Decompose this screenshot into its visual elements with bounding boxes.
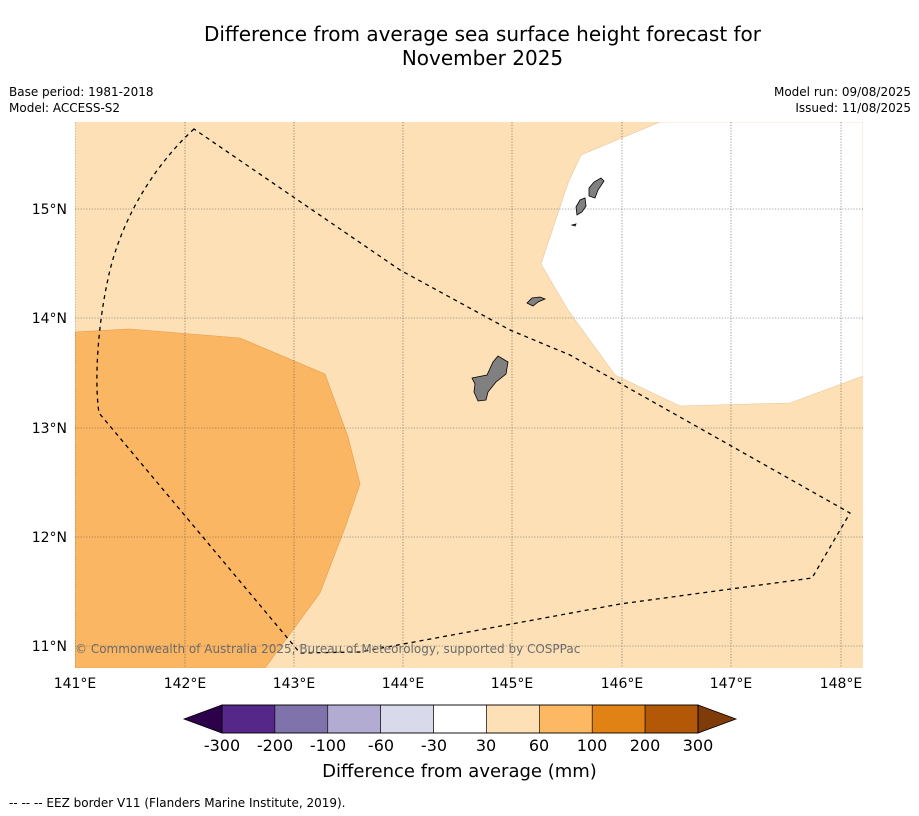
colorbar-segment: [539, 704, 593, 734]
colorbar-segment: [433, 704, 487, 734]
model-text: Model: ACCESS-S2: [9, 101, 121, 115]
lon-tick-147: 147°E: [710, 676, 753, 692]
island-aguijan: [570, 223, 577, 227]
colorbar-outline: [221, 704, 699, 734]
lat-tick-13: 13°N: [32, 421, 67, 437]
colorbar-label: -200: [256, 736, 294, 755]
colorbar-over-arrow: [697, 704, 738, 734]
colorbar-label: 60: [528, 736, 550, 755]
map-panel: © Commonwealth of Australia 2025, Bureau…: [75, 122, 863, 668]
lon-tick-144: 144°E: [382, 676, 425, 692]
model-run-text: Model run: 09/08/2025: [773, 85, 911, 99]
lon-tick-143: 143°E: [273, 676, 316, 692]
eez-legend-note: -- -- -- EEZ border V11 (Flanders Marine…: [9, 796, 346, 810]
island-rota: [526, 296, 547, 307]
colorbar-label: -60: [367, 736, 395, 755]
land-masses: [471, 177, 605, 402]
colorbar-segment: [380, 704, 434, 734]
lat-tick-14: 14°N: [32, 311, 67, 327]
lon-tick-145: 145°E: [491, 676, 534, 692]
colorbar-segment: [591, 704, 646, 734]
lon-tick-148: 148°E: [820, 676, 863, 692]
lon-tick-142: 142°E: [164, 676, 207, 692]
colorbar-segment: [327, 704, 381, 734]
meta-left: Base period: 1981-2018 Model: ACCESS-S2: [9, 84, 154, 116]
colorbar-segment: [221, 704, 276, 734]
colorbar-label: 100: [576, 736, 608, 755]
colorbar-label: 300: [682, 736, 714, 755]
island-guam: [471, 355, 509, 402]
island-tinian: [575, 197, 587, 216]
lat-tick-11: 11°N: [32, 639, 67, 655]
colorbar-label: -30: [420, 736, 448, 755]
lat-tick-labels: 15°N 14°N 13°N 12°N 11°N: [32, 202, 67, 655]
map-title: Difference from average sea surface heig…: [0, 22, 919, 70]
lat-tick-15: 15°N: [32, 202, 67, 218]
island-saipan: [588, 177, 605, 199]
anomaly-field-60-100: [75, 328, 361, 668]
anomaly-field-neutral: [540, 122, 863, 407]
colorbar-title: Difference from average (mm): [322, 761, 597, 782]
colorbar-under-arrow: [182, 704, 223, 734]
colorbar-segment: [486, 704, 540, 734]
title-line-1: Difference from average sea surface heig…: [203, 22, 762, 46]
colorbar-segments: [221, 704, 699, 734]
colorbar-label: -300: [203, 736, 241, 755]
copyright-text: © Commonwealth of Australia 2025, Bureau…: [75, 642, 580, 656]
colorbar-segment: [274, 704, 329, 734]
eez-border: [96, 128, 851, 654]
lon-tick-141: 141°E: [54, 676, 97, 692]
base-period-text: Base period: 1981-2018: [9, 85, 154, 99]
colorbar: [182, 704, 738, 734]
lat-tick-12: 12°N: [32, 530, 67, 546]
lon-tick-146: 146°E: [601, 676, 644, 692]
colorbar-label: 30: [475, 736, 497, 755]
colorbar-label: 200: [629, 736, 661, 755]
issued-text: Issued: 11/08/2025: [795, 101, 911, 115]
colorbar-segment: [644, 704, 699, 734]
title-line-2: November 2025: [401, 46, 564, 70]
colorbar-label: -100: [309, 736, 347, 755]
lon-tick-labels: 141°E 142°E 143°E 144°E 145°E 146°E 147°…: [54, 676, 863, 692]
meta-right: Model run: 09/08/2025 Issued: 11/08/2025: [774, 84, 911, 116]
